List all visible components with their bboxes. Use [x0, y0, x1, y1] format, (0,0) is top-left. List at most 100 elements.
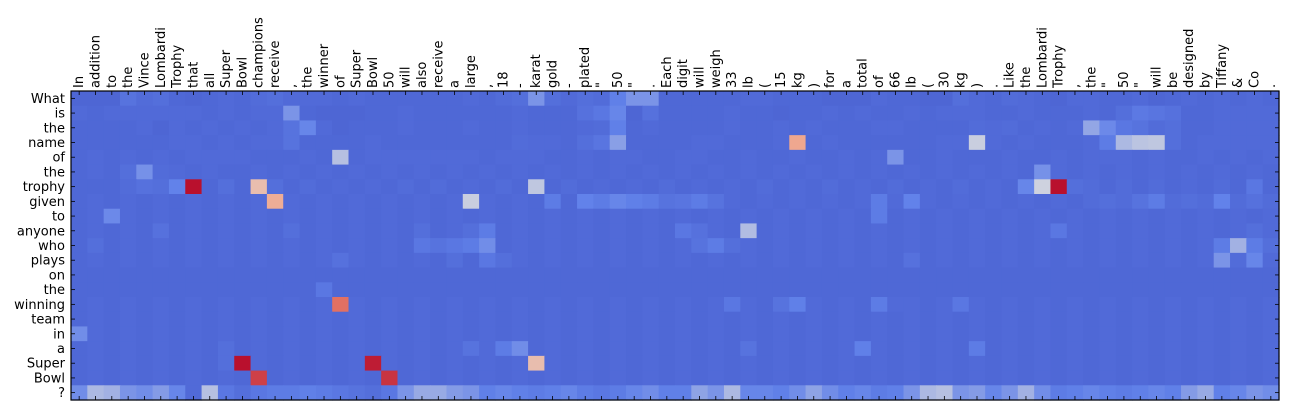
- heatmap-cell: [1099, 91, 1117, 107]
- heatmap-cell: [560, 370, 578, 386]
- heatmap-cell: [968, 149, 986, 166]
- heatmap-cell: [740, 282, 758, 298]
- heatmap-cell: [315, 297, 333, 313]
- heatmap-cell: [707, 135, 725, 151]
- heatmap-cell: [1001, 135, 1019, 151]
- heatmap-cell: [593, 370, 611, 386]
- heatmap-cell: [1066, 238, 1084, 254]
- heatmap-cell: [887, 326, 905, 342]
- heatmap-cell: [805, 149, 823, 166]
- heatmap-cell: [364, 355, 382, 372]
- heatmap-cell: [1213, 311, 1231, 328]
- heatmap-cell: [593, 164, 611, 180]
- heatmap-cell: [1148, 238, 1166, 254]
- heatmap-cell: [560, 208, 578, 225]
- heatmap-cell: [870, 208, 888, 225]
- heatmap-cell: [1099, 120, 1117, 136]
- heatmap-cell: [642, 311, 660, 328]
- heatmap-cell: [397, 238, 415, 254]
- heatmap-cell: [1066, 179, 1084, 195]
- heatmap-cell: [479, 297, 497, 313]
- x-tick-label: weigh: [709, 49, 724, 88]
- heatmap-cell: [283, 208, 301, 225]
- heatmap-cell: [903, 149, 921, 166]
- heatmap-cell: [1017, 267, 1035, 283]
- heatmap-cell: [87, 179, 105, 195]
- heatmap-cell: [1181, 135, 1198, 151]
- heatmap-cell: [642, 208, 660, 225]
- heatmap-cell: [413, 208, 431, 225]
- heatmap-cell: [789, 341, 807, 357]
- heatmap-cell: [577, 164, 594, 180]
- heatmap-cell: [266, 91, 284, 107]
- heatmap-cell: [593, 297, 611, 313]
- heatmap-cell: [152, 385, 170, 401]
- heatmap-cell: [1001, 149, 1019, 166]
- heatmap-cell: [217, 149, 235, 166]
- heatmap-cell: [136, 194, 154, 210]
- heatmap-cell: [462, 164, 480, 180]
- heatmap-cell: [1230, 311, 1247, 328]
- heatmap-cell: [1017, 326, 1035, 342]
- heatmap-cell: [821, 149, 839, 166]
- heatmap-cell: [1197, 282, 1215, 298]
- heatmap-cell: [1148, 120, 1166, 136]
- heatmap-cell: [675, 91, 692, 107]
- heatmap-cell: [1050, 341, 1068, 357]
- heatmap-cell: [903, 267, 921, 283]
- heatmap-cell: [756, 267, 774, 283]
- heatmap-cell: [740, 135, 758, 151]
- heatmap-cell: [1034, 105, 1052, 122]
- heatmap-cell: [185, 385, 203, 401]
- heatmap-cell: [887, 105, 905, 122]
- heatmap-cell: [528, 311, 545, 328]
- x-tick-label: Each: [660, 56, 675, 88]
- heatmap-cell: [544, 297, 562, 313]
- heatmap-cell: [283, 297, 301, 313]
- heatmap-cell: [772, 370, 790, 386]
- heatmap-cell: [1132, 208, 1149, 225]
- heatmap-cell: [707, 370, 725, 386]
- heatmap-cell: [789, 370, 807, 386]
- heatmap-cell: [266, 385, 284, 401]
- heatmap-cell: [789, 179, 807, 195]
- heatmap-cell: [1164, 311, 1182, 328]
- x-tick-label: to: [105, 75, 120, 88]
- heatmap-cell: [364, 194, 382, 210]
- heatmap-cell: [136, 179, 154, 195]
- heatmap-cell: [560, 282, 578, 298]
- heatmap-cell: [887, 164, 905, 180]
- heatmap-cell: [985, 194, 1003, 210]
- heatmap-cell: [528, 194, 545, 210]
- heatmap-cell: [626, 297, 643, 313]
- heatmap-cell: [838, 105, 856, 122]
- heatmap-cell: [675, 179, 692, 195]
- heatmap-cell: [805, 179, 823, 195]
- heatmap-cell: [71, 326, 88, 342]
- heatmap-cell: [87, 370, 105, 386]
- heatmap-cell: [593, 355, 611, 372]
- heatmap-cell: [936, 120, 954, 136]
- heatmap-cell: [1230, 252, 1247, 269]
- heatmap-cell: [250, 179, 268, 195]
- heatmap-cell: [1132, 282, 1149, 298]
- heatmap-cell: [528, 370, 545, 386]
- heatmap-cell: [364, 223, 382, 239]
- heatmap-cell: [952, 252, 970, 269]
- heatmap-cell: [838, 311, 856, 328]
- heatmap-cell: [675, 311, 692, 328]
- heatmap-cell: [887, 370, 905, 386]
- heatmap-cell: [495, 135, 513, 151]
- heatmap-cell: [511, 341, 529, 357]
- heatmap-cells: [71, 91, 1280, 401]
- heatmap-cell: [234, 149, 252, 166]
- heatmap-cell: [364, 311, 382, 328]
- heatmap-cell: [168, 105, 186, 122]
- heatmap-cell: [756, 370, 774, 386]
- heatmap-cell: [821, 297, 839, 313]
- heatmap-cell: [919, 194, 937, 210]
- heatmap-cell: [462, 208, 480, 225]
- heatmap-cell: [821, 223, 839, 239]
- heatmap-cell: [544, 370, 562, 386]
- heatmap-cell: [1197, 194, 1215, 210]
